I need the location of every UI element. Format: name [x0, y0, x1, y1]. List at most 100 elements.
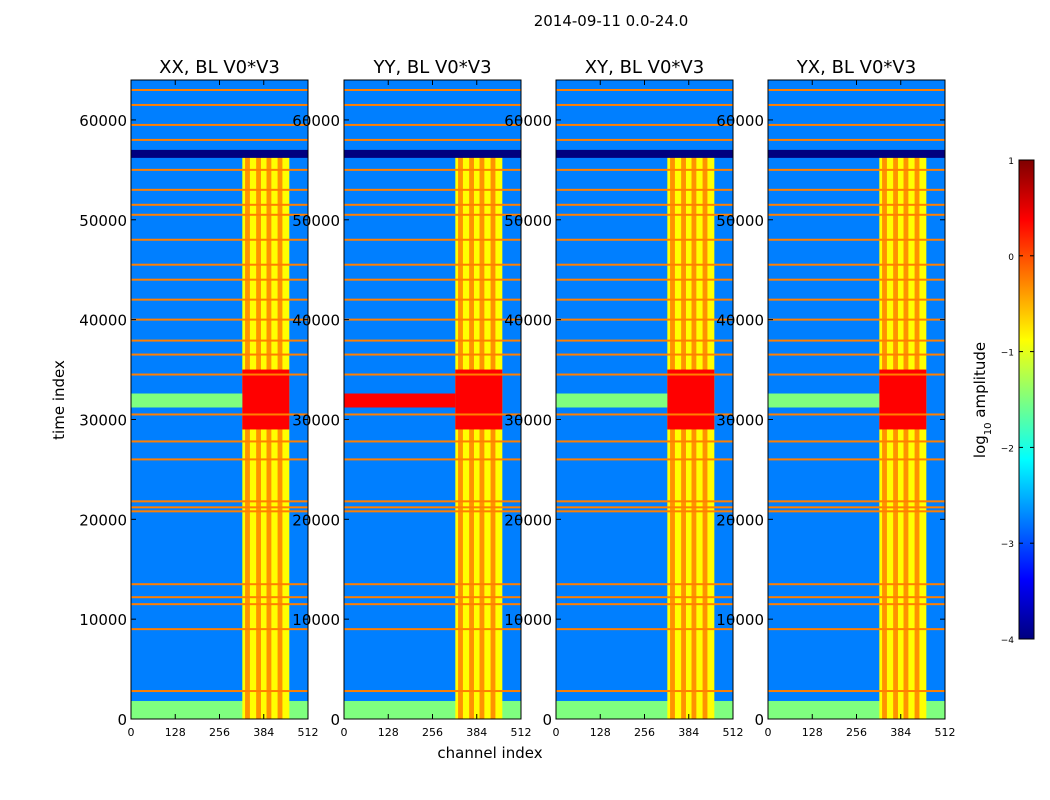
colorbar-tick-label: −1 — [1001, 349, 1014, 359]
x-tick-label: 128 — [590, 726, 611, 739]
panel-0: XX, BL V0*V3 0 128 256 384 512 0 10000 20000 3000… — [79, 57, 318, 739]
panel-3: YX, BL V0*V3 0 128 256 384 512 0 10000 20000 3000… — [716, 57, 955, 739]
panel-title: XX, BL V0*V3 — [159, 57, 280, 78]
flagged-row — [768, 353, 945, 356]
flagged-row — [556, 318, 733, 321]
flagged-row — [131, 339, 308, 342]
flagged-row — [131, 103, 308, 106]
flagged-row — [768, 603, 945, 606]
x-tick-label: 512 — [935, 726, 956, 739]
flagged-row — [344, 603, 521, 606]
colorbar-tick-label: −4 — [1001, 636, 1015, 646]
colorbar-tick-label: 1 — [1008, 157, 1014, 167]
flagged-row — [768, 458, 945, 461]
flagged-row — [556, 413, 733, 416]
flagged-row — [131, 373, 308, 376]
flagged-row — [344, 188, 521, 191]
flagged-row — [556, 690, 733, 693]
flagged-row — [768, 278, 945, 281]
x-tick-label: 0 — [553, 726, 560, 739]
burst-leak — [768, 393, 880, 408]
panel-2: XY, BL V0*V3 0 128 256 384 512 0 10000 20000 3000… — [504, 57, 743, 739]
flagged-row — [556, 339, 733, 342]
flagged-block — [131, 149, 308, 158]
x-tick-label: 512 — [511, 726, 532, 739]
flagged-row — [131, 413, 308, 416]
flagged-row — [131, 458, 308, 461]
flagged-row — [556, 353, 733, 356]
y-tick-label: 20000 — [79, 511, 127, 529]
flagged-row — [556, 123, 733, 126]
x-tick-label: 384 — [678, 726, 699, 739]
flagged-row — [556, 263, 733, 266]
burst-region — [667, 369, 715, 430]
y-tick-label: 30000 — [292, 411, 340, 429]
flagged-row — [344, 583, 521, 586]
colorbar-label: log10 amplitude — [971, 342, 994, 458]
flagged-row — [556, 603, 733, 606]
y-tick-label: 20000 — [716, 511, 764, 529]
flagged-row — [344, 238, 521, 241]
flagged-block — [344, 149, 521, 158]
flagged-row — [131, 188, 308, 191]
flagged-row — [556, 628, 733, 631]
flagged-row — [768, 583, 945, 586]
x-tick-label: 128 — [802, 726, 823, 739]
x-tick-label: 512 — [723, 726, 744, 739]
flagged-row — [344, 440, 521, 443]
flagged-row — [768, 123, 945, 126]
flagged-row — [344, 103, 521, 106]
flagged-row — [768, 298, 945, 301]
x-tick-label: 256 — [422, 726, 443, 739]
flagged-row — [556, 203, 733, 206]
flagged-row — [131, 318, 308, 321]
flagged-row — [556, 458, 733, 461]
y-tick-label: 40000 — [504, 312, 552, 330]
flagged-row — [131, 123, 308, 126]
flagged-row — [768, 318, 945, 321]
flagged-row — [768, 510, 945, 513]
flagged-row — [344, 203, 521, 206]
x-tick-label: 256 — [634, 726, 655, 739]
flagged-row — [131, 603, 308, 606]
flagged-row — [344, 373, 521, 376]
y-tick-label: 60000 — [79, 112, 127, 130]
flagged-row — [344, 213, 521, 216]
burst-leak — [131, 393, 243, 408]
y-tick-label: 60000 — [504, 112, 552, 130]
burst-region — [242, 369, 290, 430]
rfi-subband — [266, 156, 272, 719]
flagged-row — [768, 506, 945, 509]
burst-region — [879, 369, 927, 430]
panel-title: XY, BL V0*V3 — [585, 57, 704, 78]
flagged-row — [344, 506, 521, 509]
panel-title: YX, BL V0*V3 — [796, 57, 916, 78]
flagged-row — [556, 238, 733, 241]
rfi-subband — [469, 156, 474, 719]
y-tick-label: 10000 — [504, 611, 552, 629]
flagged-row — [344, 278, 521, 281]
y-tick-label: 50000 — [79, 212, 127, 230]
figure-suptitle: 2014-09-11 0.0-24.0 — [533, 12, 689, 30]
flagged-row — [344, 596, 521, 599]
x-tick-label: 0 — [128, 726, 135, 739]
flagged-row — [131, 510, 308, 513]
flagged-block — [556, 149, 733, 158]
flagged-row — [131, 583, 308, 586]
flagged-row — [131, 168, 308, 171]
x-tick-label: 384 — [253, 726, 274, 739]
x-tick-label: 256 — [846, 726, 867, 739]
x-tick-label: 0 — [341, 726, 348, 739]
x-tick-label: 512 — [298, 726, 319, 739]
x-tick-label: 128 — [165, 726, 186, 739]
flagged-row — [768, 188, 945, 191]
y-tick-label: 0 — [330, 711, 340, 729]
flagged-row — [768, 203, 945, 206]
flagged-row — [344, 690, 521, 693]
rfi-subband — [882, 156, 887, 719]
flagged-row — [344, 263, 521, 266]
y-tick-label: 10000 — [716, 611, 764, 629]
flagged-row — [344, 88, 521, 91]
flagged-row — [768, 690, 945, 693]
flagged-row — [344, 138, 521, 141]
